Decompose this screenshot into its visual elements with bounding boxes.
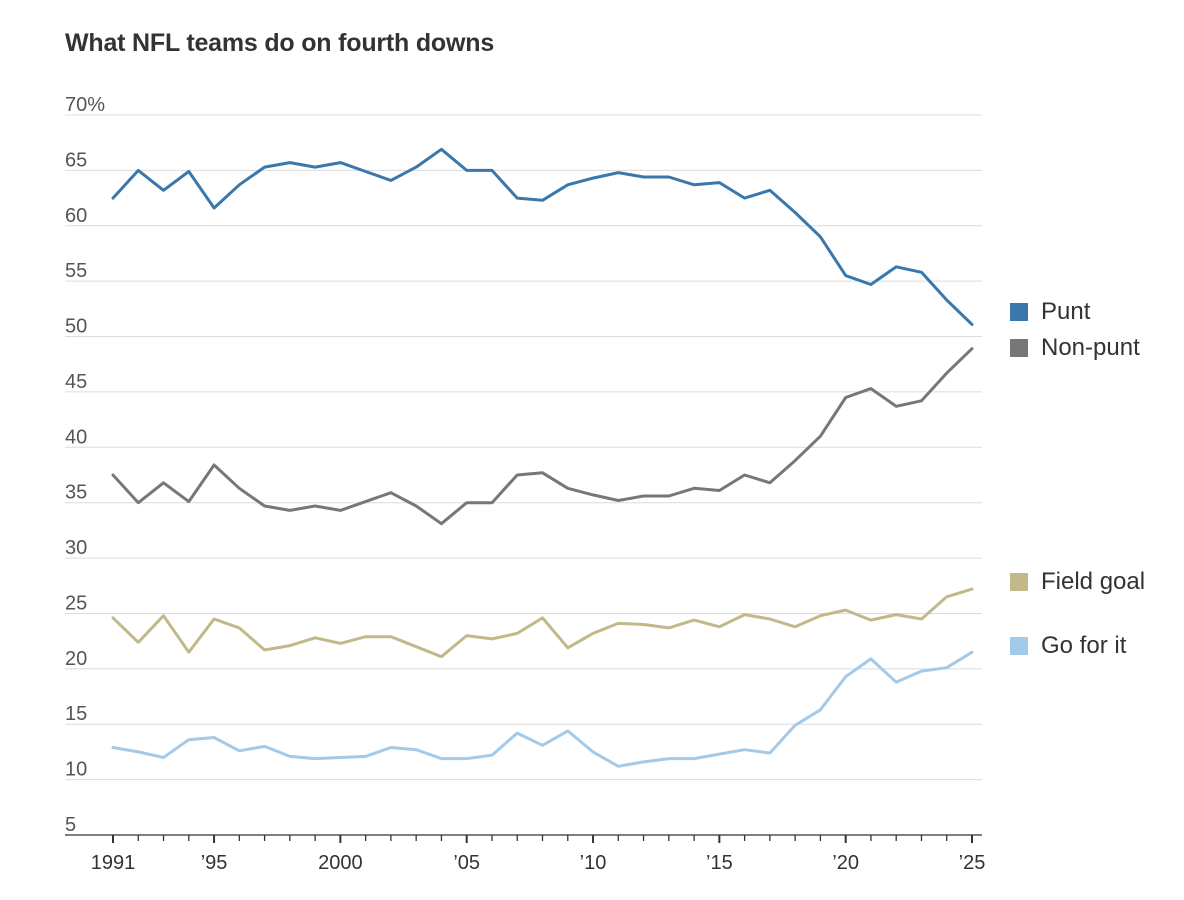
x-tick-label-2015: ’15 — [706, 852, 733, 874]
series-lines — [111, 147, 974, 768]
y-tick-label-50: 50 — [65, 316, 87, 338]
y-tick-label-25: 25 — [65, 592, 87, 614]
legend-item-go-for-it: Go for it — [1010, 632, 1126, 660]
x-tick-label-2010: ’10 — [580, 852, 607, 874]
y-tick-label-20: 20 — [65, 648, 87, 670]
x-tick-label-2020: ’20 — [832, 852, 859, 874]
y-tick-label-15: 15 — [65, 703, 87, 725]
x-tick-label-1995: ’95 — [201, 852, 228, 874]
y-axis-ticks: 5 10 15 20 25 30 35 40 45 50 55 60 65 70% — [65, 94, 105, 836]
y-tick-label-65: 65 — [65, 149, 87, 171]
legend-label-non-punt: Non-punt — [1041, 334, 1140, 361]
y-tick-label-60: 60 — [65, 205, 87, 227]
legend-item-field-goal: Field goal — [1010, 568, 1145, 596]
legend-item-punt: Punt — [1010, 298, 1090, 326]
legend-swatch-non-punt — [1010, 339, 1028, 357]
x-tick-label-1991: 1991 — [91, 852, 136, 874]
x-tick-label-2005: ’05 — [453, 852, 480, 874]
series-line-non-punt — [111, 347, 974, 526]
y-tick-label-70: 70% — [65, 94, 105, 116]
y-tick-label-5: 5 — [65, 814, 76, 836]
legend-swatch-field-goal — [1010, 573, 1028, 591]
y-tick-label-10: 10 — [65, 759, 87, 781]
y-tick-label-45: 45 — [65, 371, 87, 393]
legend-label-field-goal: Field goal — [1041, 568, 1146, 595]
legend-label-go-for-it: Go for it — [1041, 632, 1127, 659]
series-line-field-goal — [111, 587, 974, 659]
legend-swatch-go-for-it — [1010, 637, 1028, 655]
legend-swatch-punt — [1010, 303, 1028, 321]
x-tick-label-2025: ’25 — [959, 852, 986, 874]
legend-item-non-punt: Non-punt — [1010, 334, 1140, 362]
y-tick-label-40: 40 — [65, 426, 87, 448]
x-tick-label-2000: 2000 — [318, 852, 363, 874]
y-tick-label-55: 55 — [65, 260, 87, 282]
chart-title: What NFL teams do on fourth downs — [65, 29, 495, 57]
series-line-punt — [111, 147, 974, 326]
y-tick-label-30: 30 — [65, 537, 87, 559]
series-line-go-for-it — [111, 650, 974, 768]
gridlines — [65, 114, 982, 781]
legend-label-punt: Punt — [1041, 298, 1091, 325]
y-tick-label-35: 35 — [65, 482, 87, 504]
x-axis: 1991 ’95 2000 ’05 ’10 ’15 ’20 ’25 — [65, 834, 986, 874]
